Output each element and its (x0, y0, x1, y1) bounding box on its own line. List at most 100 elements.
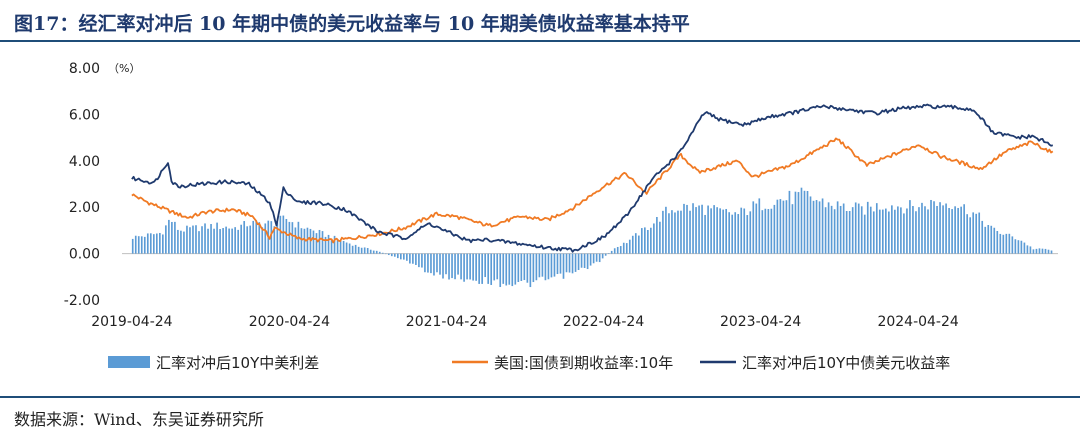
spread-bar (1014, 239, 1017, 254)
source-note: 数据来源：Wind、东吴证券研究所 (14, 410, 264, 429)
spread-bar (478, 253, 480, 284)
spread-bar (631, 235, 634, 254)
spread-bar (312, 230, 315, 254)
spread-bar (677, 210, 679, 254)
spread-bar (647, 229, 649, 254)
y-tick-label: 6.00 (69, 107, 100, 123)
spread-bar (930, 199, 932, 254)
spread-bar (553, 253, 556, 277)
spread-bar (713, 205, 715, 254)
spread-bar (222, 228, 224, 254)
spread-bar (168, 219, 170, 254)
spread-bar (180, 230, 182, 254)
spread-bar (520, 253, 523, 281)
spread-bar (255, 220, 258, 254)
spread-bar (149, 233, 152, 254)
spread-bar (1032, 249, 1035, 254)
spread-bar (948, 208, 950, 254)
spread-bar (758, 198, 761, 254)
spread-bar (945, 203, 947, 254)
spread-bar (1023, 242, 1026, 254)
spread-bar (195, 225, 197, 254)
spread-bar (1050, 250, 1053, 254)
spread-bar (725, 208, 728, 254)
spread-bar (318, 229, 321, 254)
spread-bar (668, 213, 670, 254)
spread-bar (354, 244, 357, 254)
spread-bar (261, 227, 264, 254)
spread-bar (499, 253, 502, 288)
spread-bar (137, 236, 140, 254)
spread-bar (788, 190, 791, 254)
spread-bar (854, 202, 857, 254)
spread-bar (836, 201, 839, 254)
spread-bar (427, 253, 429, 273)
spread-bar (773, 204, 776, 254)
spread-bar (903, 213, 905, 254)
spread-bar (842, 203, 845, 254)
spread-bar (270, 221, 273, 254)
spread-bar (258, 222, 261, 254)
spread-bar (177, 229, 179, 254)
spread-bar (881, 209, 884, 254)
spread-bar (375, 250, 378, 254)
spread-bar (216, 222, 218, 254)
spread-bar (779, 199, 782, 254)
spread-bar (764, 208, 767, 254)
spread-bar (342, 240, 345, 254)
spread-bar (990, 225, 993, 254)
spread-bar (1005, 233, 1008, 254)
y-tick-label: 4.00 (69, 154, 100, 170)
spread-bar (183, 231, 185, 254)
spread-bar (619, 246, 622, 254)
spread-bar (1026, 245, 1029, 254)
spread-bar (634, 233, 637, 254)
spread-bar (517, 253, 520, 283)
spread-bar (378, 251, 381, 254)
spread-bar (475, 253, 477, 281)
spread-bar (869, 206, 872, 254)
spread-bar (496, 253, 499, 280)
y-tick-label: 8.00 (69, 61, 100, 77)
spread-bar (966, 214, 968, 254)
spread-bar (565, 253, 568, 273)
spread-bar (860, 206, 863, 254)
y-tick-label: 2.00 (69, 200, 100, 216)
spread-bar (1017, 240, 1020, 254)
spread-bar (595, 253, 598, 262)
spread-bar (683, 203, 685, 254)
spread-bar (628, 239, 631, 254)
spread-bar (538, 253, 541, 278)
spread-bar (637, 235, 640, 254)
spread-bar (1044, 248, 1047, 254)
spread-bar (577, 253, 580, 271)
spread-bar (984, 226, 987, 254)
x-tick-label: 2019-04-24 (91, 314, 172, 330)
spread-bar (472, 253, 474, 281)
spread-bar (131, 238, 134, 254)
spread-bar (936, 205, 938, 254)
x-tick-label: 2022-04-24 (563, 314, 644, 330)
spread-bar (502, 253, 505, 284)
spread-bar (439, 253, 441, 275)
spread-bar (418, 253, 420, 268)
spread-bar (695, 207, 697, 254)
spread-bar (845, 210, 848, 254)
spread-bar (171, 221, 173, 254)
spread-bar (616, 246, 619, 254)
spread-bar (701, 204, 703, 254)
spread-bar (303, 228, 306, 254)
spread-bar (749, 211, 752, 254)
spread-bar (912, 206, 914, 254)
spread-bar (351, 245, 354, 254)
spread-bar (523, 253, 526, 281)
spread-bar (387, 253, 390, 256)
spread-bar (466, 253, 468, 280)
spread-bar (463, 253, 465, 282)
spread-bar (384, 253, 387, 255)
spread-bar (532, 253, 535, 283)
spread-bar (225, 226, 227, 254)
spread-bar (204, 223, 206, 254)
spread-bar (722, 209, 724, 254)
spread-bar (237, 229, 239, 254)
